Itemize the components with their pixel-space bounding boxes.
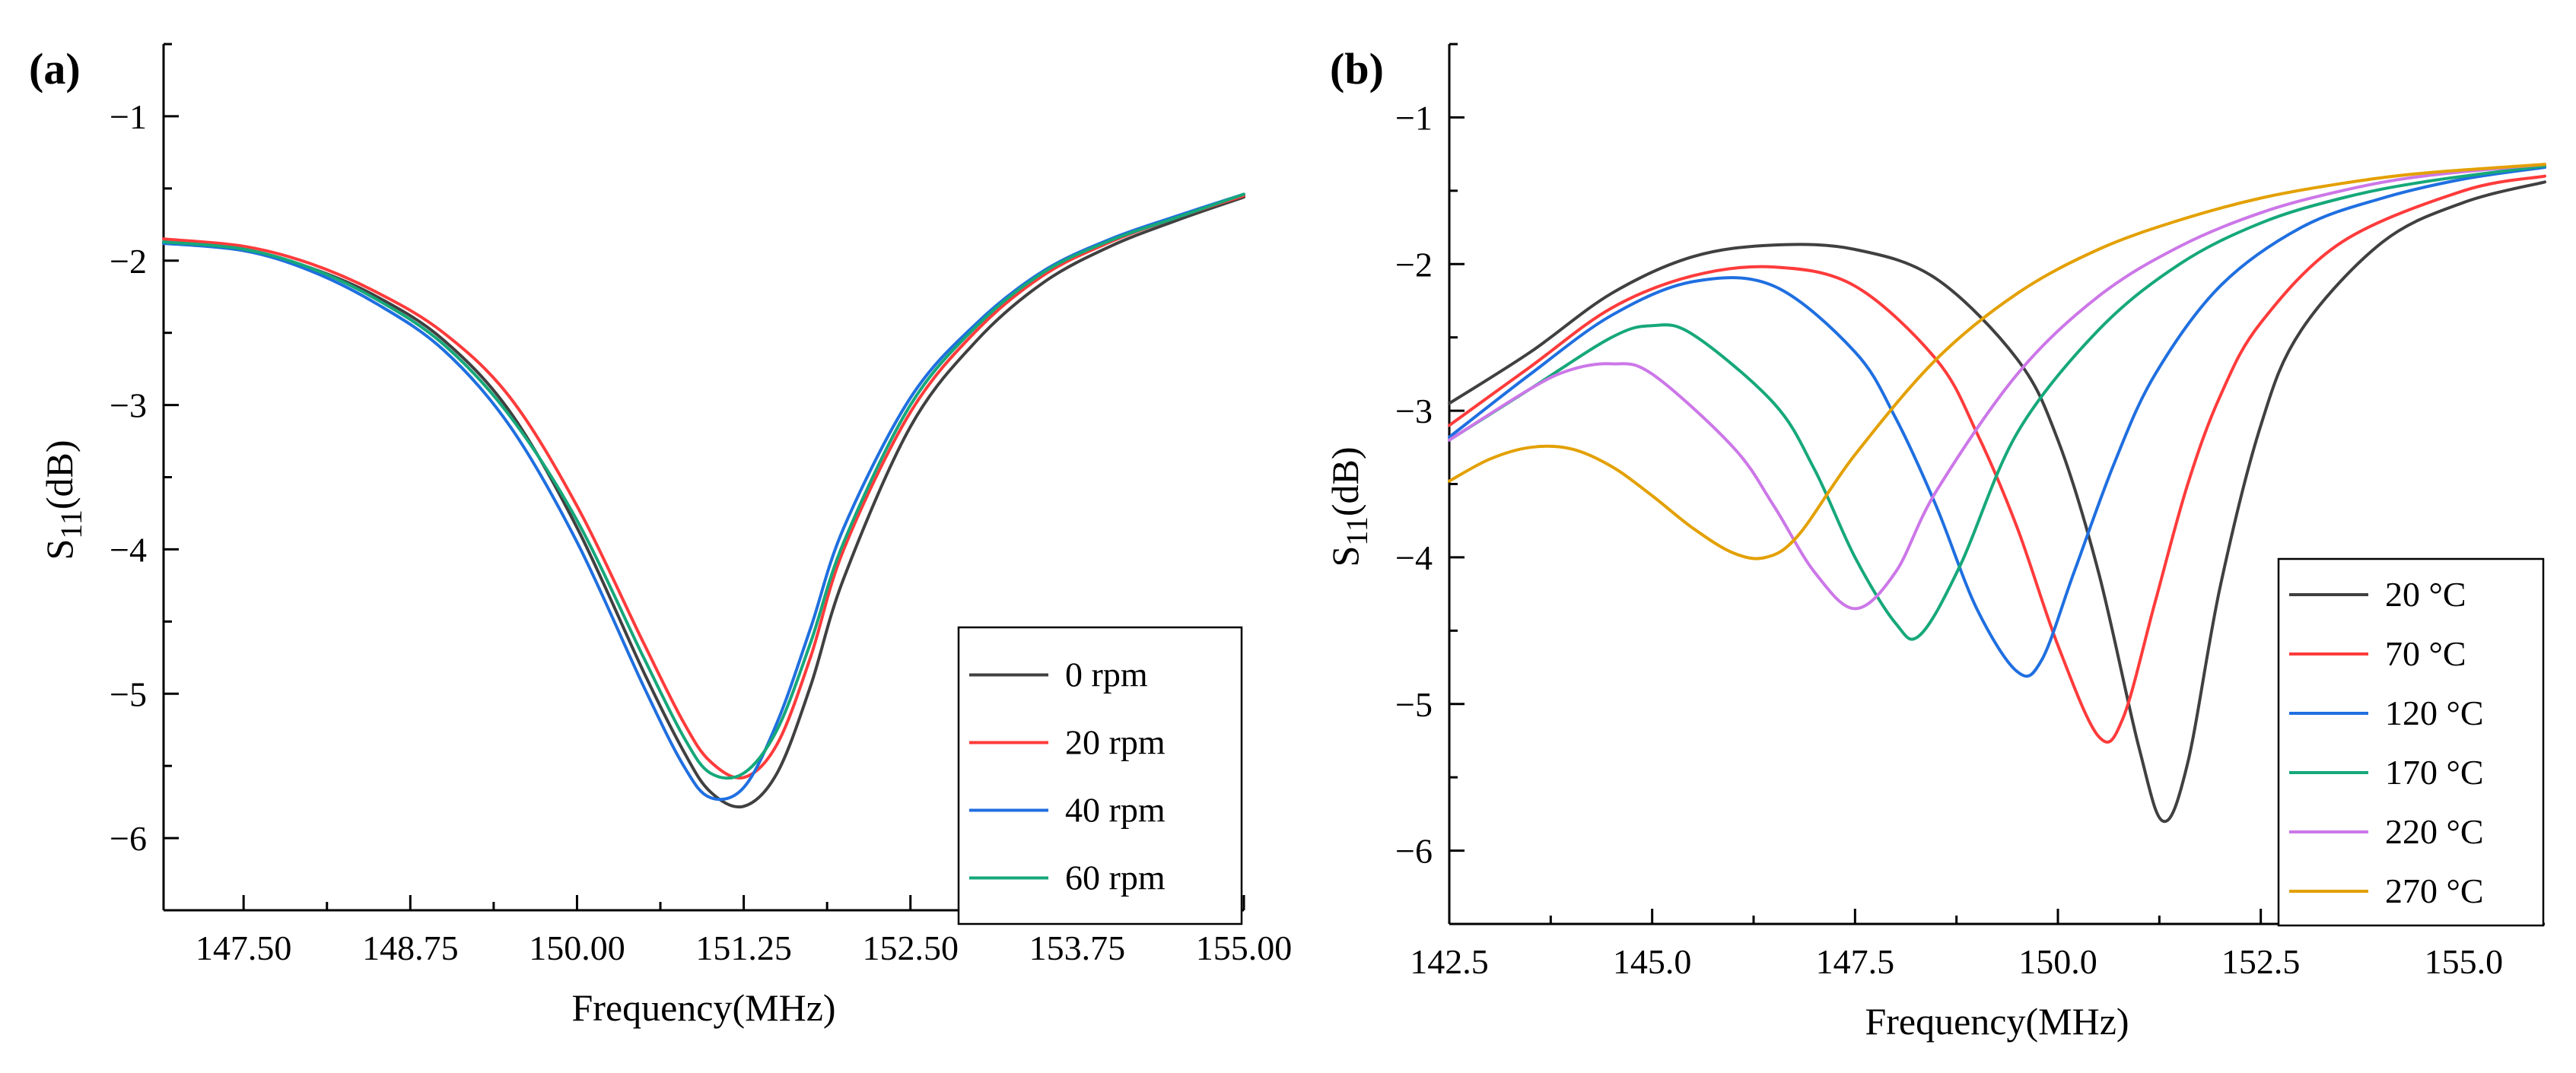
x-tick-label: 155.00 (1196, 929, 1293, 967)
panel-b-x-axis-title: Frequency(MHz) (1865, 1000, 2129, 1043)
y-tick-label: −2 (110, 242, 147, 281)
series-line (162, 192, 1245, 780)
panel-a-y-axis-title-main: S (38, 539, 81, 560)
panel-b-y-axis-title: S11(dB) (1324, 447, 1374, 567)
legend-label: 70 °C (2385, 634, 2466, 673)
y-tick-label: −6 (110, 819, 147, 858)
panel-b-ticks: 142.5 145.0 147.5 150.0 152.5 155.0 −6 −5 −4 −3 −2… (1395, 43, 2545, 981)
panel-a-x-axis-title: Frequency(MHz) (571, 986, 835, 1029)
series-line (162, 195, 1245, 809)
panel-b: (b) 142.5 145.0 147.5 150.0 152.5 155.0 −6 −5 −4… (1324, 43, 2546, 1043)
y-tick-label: −3 (1395, 392, 1433, 430)
y-tick-label: −2 (1395, 245, 1433, 284)
panel-a-y-axis-title-sub: 11 (54, 510, 88, 539)
legend-label: 60 rpm (1065, 859, 1166, 897)
y-tick-label: −5 (110, 675, 147, 713)
x-tick-label: 150.00 (529, 929, 625, 967)
panel-b-label: (b) (1330, 44, 1384, 94)
legend-label: 40 rpm (1065, 791, 1166, 830)
panel-a-y-axis-title: S11(dB) (38, 440, 88, 560)
x-tick-label: 152.5 (2221, 942, 2301, 981)
panel-b-y-axis-title-main: S (1324, 546, 1366, 567)
series-line (1448, 180, 2546, 824)
panel-b-y-axis-title-tail: (dB) (1324, 447, 1366, 517)
x-tick-label: 145.0 (1613, 942, 1692, 981)
y-tick-label: −6 (1395, 832, 1433, 871)
y-tick-label: −1 (1395, 98, 1433, 137)
series-line (1448, 164, 2546, 641)
panel-a: (a) 147.50 148.75 150.00 151.25 152.50 153.75… (29, 43, 1293, 1029)
legend-label: 120 °C (2385, 694, 2484, 732)
series-line (1448, 166, 2546, 678)
legend-box (957, 626, 1243, 925)
x-tick-label: 152.50 (862, 929, 959, 967)
panel-a-y-axis-title-tail: (dB) (38, 440, 81, 510)
series-line (1448, 174, 2546, 744)
panel-b-y-axis-title-sub: 11 (1340, 516, 1374, 546)
x-tick-label: 155.0 (2425, 942, 2504, 981)
x-tick-label: 150.0 (2018, 942, 2097, 981)
legend-label: 220 °C (2385, 812, 2484, 851)
legend-label: 20 °C (2385, 575, 2466, 614)
y-tick-label: −3 (110, 386, 147, 425)
panel-a-legend: 0 rpm 20 rpm 40 rpm 60 rpm (957, 626, 1243, 925)
x-tick-label: 147.50 (196, 929, 292, 967)
panel-b-series-group (1448, 163, 2546, 824)
legend-label: 170 °C (2385, 753, 2484, 792)
legend-label: 0 rpm (1065, 656, 1148, 694)
x-tick-label: 147.5 (1816, 942, 1895, 981)
x-tick-label: 151.25 (695, 929, 792, 967)
series-line (1448, 163, 2546, 560)
y-tick-label: −4 (1395, 538, 1433, 577)
y-tick-label: −4 (110, 530, 147, 569)
x-tick-label: 153.75 (1029, 929, 1126, 967)
legend-label: 20 rpm (1065, 723, 1166, 762)
panel-a-label: (a) (29, 44, 81, 94)
x-tick-label: 142.5 (1410, 942, 1489, 981)
y-tick-label: −5 (1395, 685, 1433, 724)
y-tick-label: −1 (110, 97, 147, 136)
series-line (162, 194, 1245, 780)
panel-a-ticks: 147.50 148.75 150.00 151.25 152.50 153.75 155.… (110, 43, 1293, 967)
x-tick-label: 148.75 (362, 929, 459, 967)
panel-a-series-group (162, 192, 1245, 809)
panel-b-legend: 20 °C 70 °C 120 °C 170 °C 220 °C 270 °C (2277, 557, 2545, 927)
legend-box (2277, 557, 2545, 927)
legend-label: 270 °C (2385, 871, 2484, 910)
series-line (1448, 163, 2546, 611)
